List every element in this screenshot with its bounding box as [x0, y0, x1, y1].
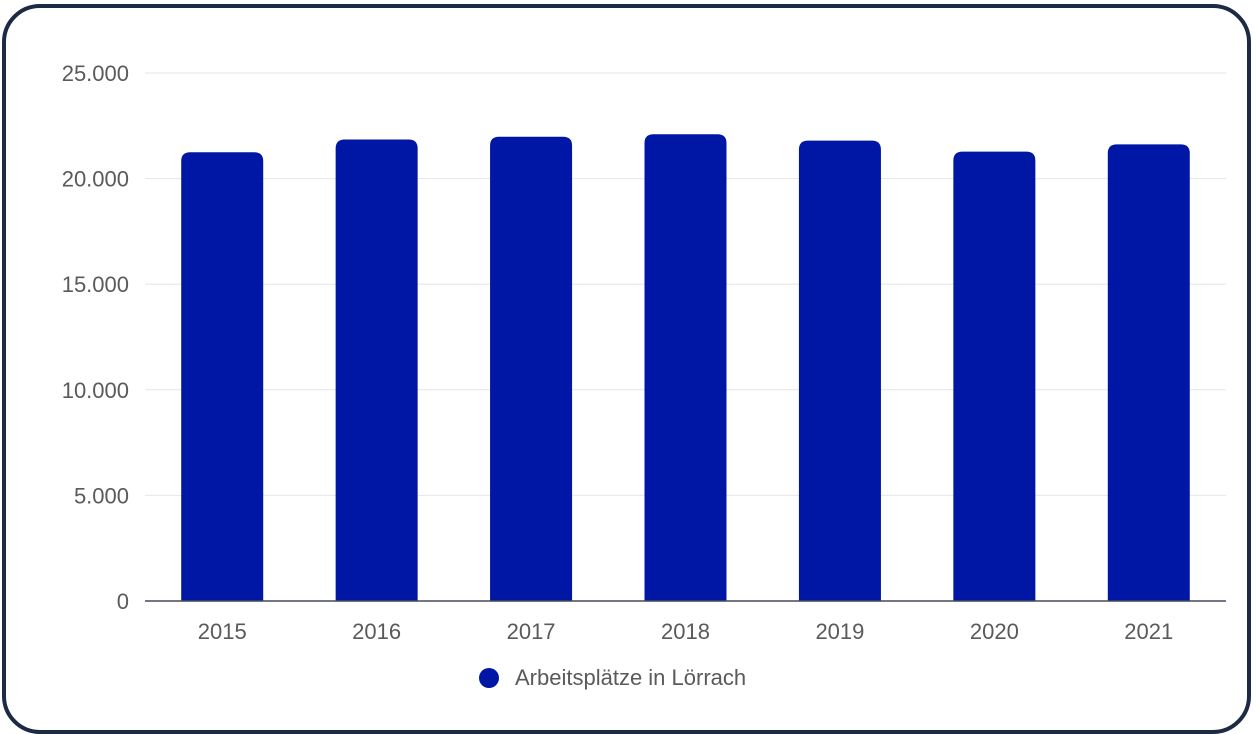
bar [953, 151, 1036, 601]
bar [181, 152, 264, 601]
bar [490, 136, 573, 601]
y-tick-label: 5.000 [74, 483, 129, 508]
x-tick-label: 2017 [507, 619, 556, 644]
legend-marker [479, 668, 499, 688]
bar [644, 134, 727, 602]
y-tick-label: 25.000 [62, 61, 129, 86]
y-tick-label: 15.000 [62, 272, 129, 297]
x-tick-label: 2020 [970, 619, 1019, 644]
y-tick-label: 10.000 [62, 378, 129, 403]
bar [1107, 144, 1190, 601]
x-tick-label: 2016 [352, 619, 401, 644]
y-tick-label: 0 [117, 589, 129, 614]
x-tick-label: 2015 [198, 619, 247, 644]
bar [798, 140, 881, 602]
x-axis-ticks: 2015 2016 2017 2018 2019 2020 2021 [198, 619, 1174, 644]
x-tick-label: 2018 [661, 619, 710, 644]
bar [335, 139, 418, 601]
y-axis-ticks: 0 5.000 10.000 15.000 20.000 25.000 [62, 61, 129, 614]
y-tick-label: 20.000 [62, 167, 129, 192]
bars [181, 134, 1190, 602]
x-tick-label: 2021 [1124, 619, 1173, 644]
legend: Arbeitsplätze in Lörrach [479, 665, 746, 690]
x-tick-label: 2019 [815, 619, 864, 644]
legend-label: Arbeitsplätze in Lörrach [515, 665, 746, 690]
